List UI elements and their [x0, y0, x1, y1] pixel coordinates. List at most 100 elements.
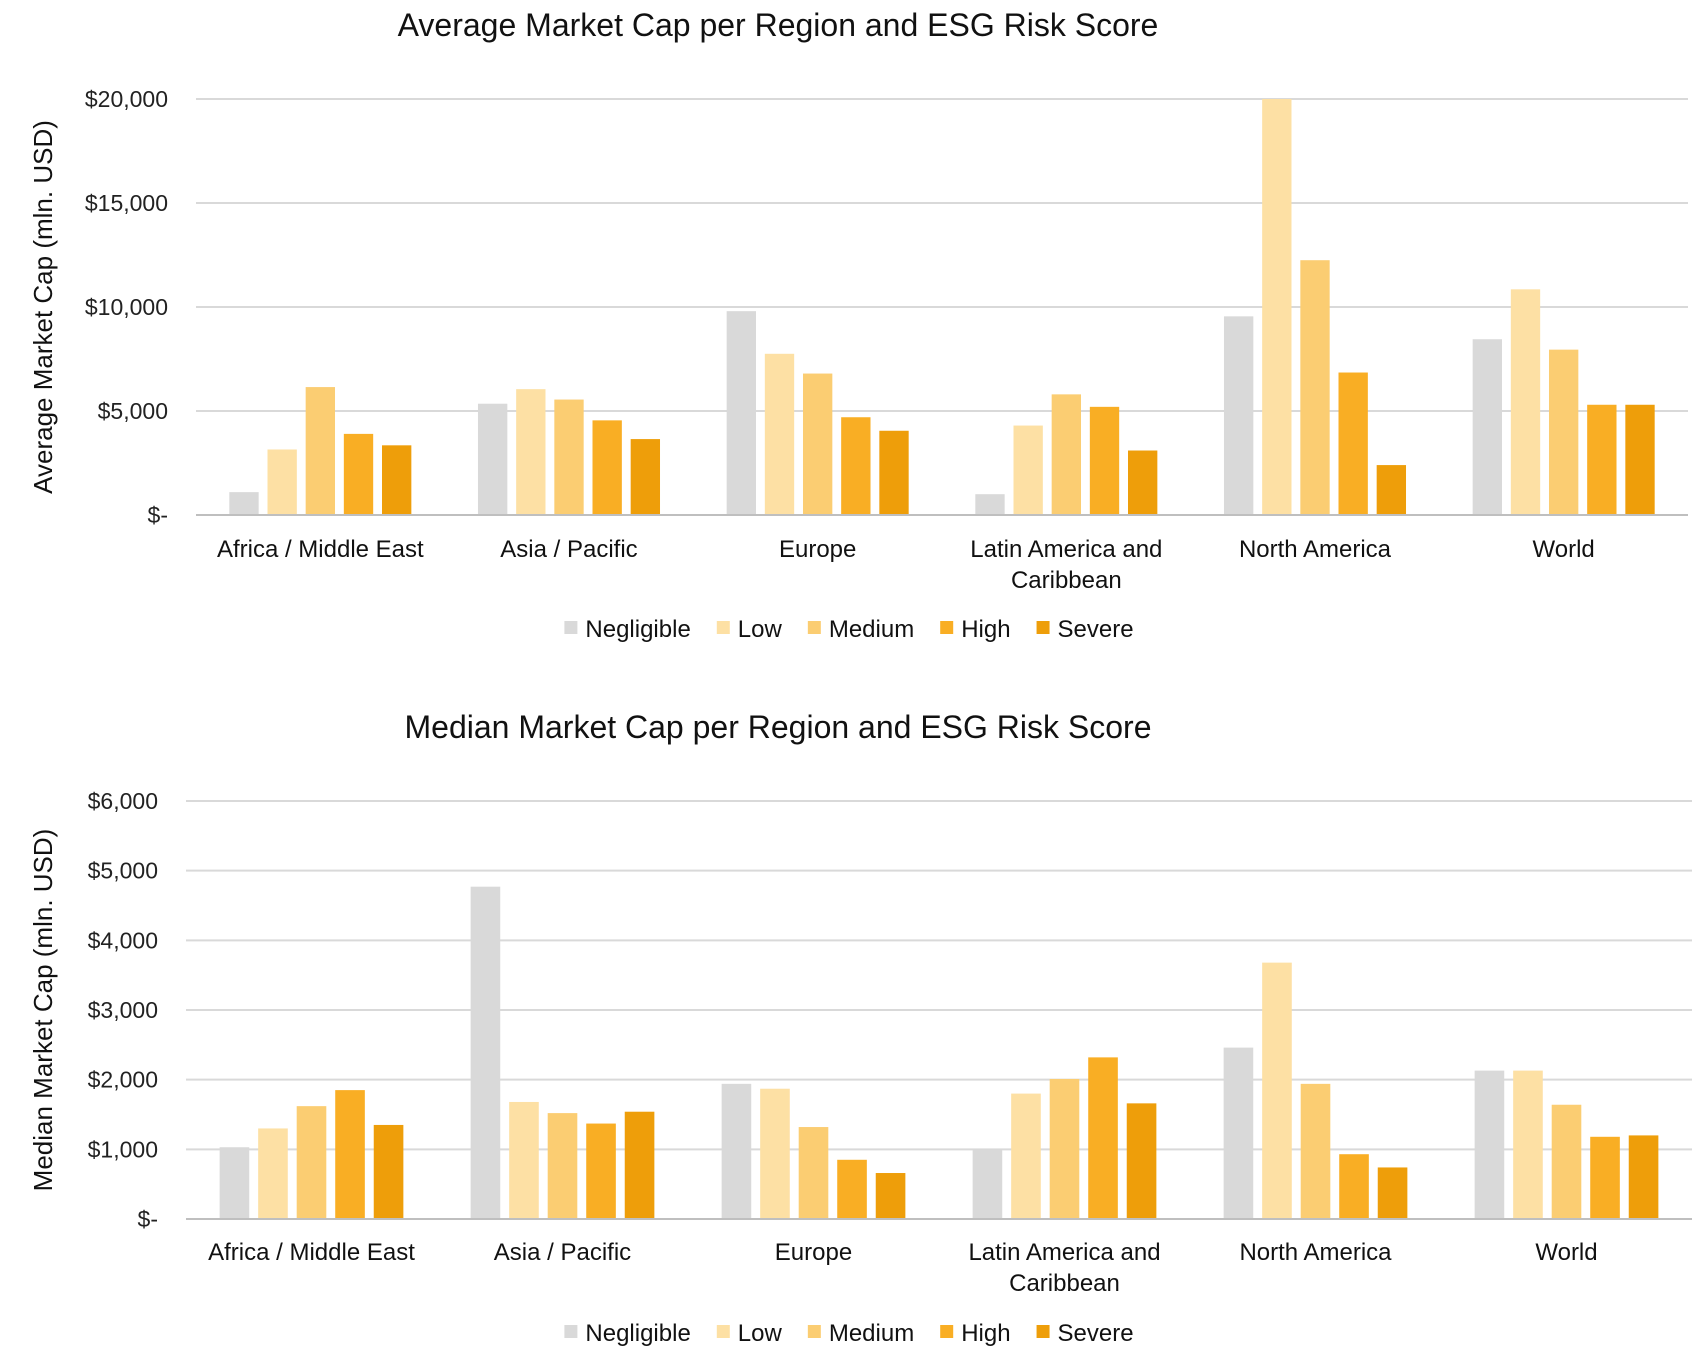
- bar-severe-4: [1128, 450, 1158, 515]
- bar-medium-5: [1300, 1083, 1331, 1219]
- bar-low-1: [267, 449, 297, 515]
- legend-swatch-severe: [1036, 621, 1050, 634]
- legend-swatch-medium: [807, 621, 821, 634]
- bar-severe-6: [1625, 404, 1655, 515]
- y-tick-label: $-: [138, 1206, 158, 1232]
- bar-high-1: [343, 433, 374, 515]
- legend-label-negligible: Negligible: [585, 616, 690, 643]
- bar-negligible-2: [477, 403, 508, 515]
- x-category-label: Europe: [779, 536, 856, 563]
- bar-severe-3: [879, 430, 909, 515]
- x-category-label: Asia / Pacific: [494, 1239, 631, 1266]
- y-tick-label: $5,000: [88, 858, 158, 884]
- bar-low-6: [1510, 289, 1541, 515]
- bar-high-5: [1339, 1154, 1369, 1219]
- bar-negligible-3: [721, 1083, 752, 1219]
- bar-negligible-2: [470, 886, 501, 1219]
- bar-medium-4: [1051, 394, 1082, 515]
- x-category-label: Africa / Middle East: [217, 536, 424, 563]
- y-tick-label: $2,000: [88, 1067, 158, 1093]
- legend: Negligible Low Medium High Severe: [564, 616, 1134, 643]
- legend-label-medium: Medium: [829, 1320, 914, 1347]
- y-axis-label: Average Market Cap (mln. USD): [28, 120, 58, 494]
- y-tick-label: $4,000: [88, 927, 158, 953]
- bar-medium-5: [1300, 260, 1330, 515]
- chart-title: Average Market Cap per Region and ESG Ri…: [398, 7, 1159, 43]
- bar-low-3: [760, 1088, 790, 1219]
- legend-swatch-severe: [1036, 1325, 1050, 1338]
- bar-severe-2: [630, 439, 661, 515]
- legend-label-high: High: [961, 616, 1010, 643]
- bar-medium-2: [547, 1113, 578, 1219]
- bar-high-3: [837, 1159, 867, 1219]
- bar-negligible-4: [975, 494, 1005, 515]
- bar-severe-5: [1377, 1167, 1408, 1219]
- bar-low-5: [1262, 962, 1292, 1219]
- bar-low-2: [509, 1101, 539, 1219]
- legend-swatch-negligible: [564, 1325, 578, 1338]
- bar-low-4: [1011, 1093, 1041, 1219]
- legend-swatch-high: [940, 1325, 954, 1338]
- bar-severe-6: [1628, 1135, 1659, 1219]
- bar-high-4: [1089, 406, 1120, 515]
- bar-medium-2: [554, 399, 584, 515]
- bar-medium-4: [1049, 1078, 1080, 1219]
- legend-label-low: Low: [738, 1320, 783, 1347]
- legend-swatch-low: [716, 621, 730, 634]
- bar-high-1: [335, 1090, 365, 1219]
- legend-label-low: Low: [738, 616, 783, 643]
- legend-label-severe: Severe: [1058, 616, 1134, 643]
- bar-negligible-6: [1474, 1070, 1505, 1219]
- bar-negligible-4: [972, 1149, 1003, 1219]
- bar-high-5: [1338, 372, 1368, 515]
- x-category-label: Asia / Pacific: [500, 536, 637, 563]
- x-category-label: Latin America and Caribbean: [968, 1239, 1160, 1297]
- bar-negligible-5: [1223, 1047, 1254, 1219]
- x-category-label: Europe: [775, 1239, 852, 1266]
- bar-low-1: [258, 1128, 288, 1219]
- x-category-label: Africa / Middle East: [208, 1239, 415, 1266]
- bar-medium-1: [296, 1106, 327, 1219]
- x-category-label: North America: [1239, 1239, 1392, 1266]
- bar-medium-3: [802, 373, 833, 515]
- bar-high-2: [592, 420, 622, 515]
- legend-label-negligible: Negligible: [585, 1320, 690, 1347]
- legend-swatch-negligible: [564, 621, 578, 634]
- legend-swatch-high: [940, 621, 954, 634]
- y-tick-label: $10,000: [85, 294, 168, 320]
- bar-low-3: [764, 353, 795, 515]
- y-tick-label: $6,000: [88, 788, 158, 814]
- bar-low-6: [1513, 1070, 1543, 1219]
- bar-high-4: [1088, 1057, 1118, 1219]
- bar-negligible-1: [219, 1147, 250, 1219]
- legend-swatch-low: [716, 1325, 730, 1338]
- bar-medium-6: [1551, 1104, 1582, 1219]
- bar-negligible-1: [229, 492, 259, 515]
- y-tick-label: $1,000: [88, 1136, 158, 1162]
- legend-label-high: High: [961, 1320, 1010, 1347]
- legend-label-severe: Severe: [1058, 1320, 1134, 1347]
- bar-medium-6: [1548, 349, 1579, 515]
- x-category-label: World: [1535, 1239, 1597, 1266]
- bar-negligible-3: [726, 311, 756, 515]
- y-tick-label: $5,000: [98, 398, 168, 424]
- bar-high-3: [841, 417, 871, 515]
- y-tick-label: $15,000: [85, 190, 168, 216]
- chart-title: Median Market Cap per Region and ESG Ris…: [404, 709, 1151, 745]
- legend-label-medium: Medium: [829, 616, 914, 643]
- bar-severe-1: [373, 1124, 404, 1219]
- chart-1: Average Market Cap per Region and ESG Ri…: [28, 7, 1688, 643]
- x-category-label: North America: [1239, 536, 1392, 563]
- bar-negligible-6: [1472, 339, 1502, 515]
- bar-high-6: [1587, 404, 1617, 515]
- bar-low-5: [1262, 99, 1292, 515]
- bar-severe-2: [624, 1111, 655, 1219]
- bar-severe-3: [875, 1173, 906, 1219]
- y-axis-label: Median Market Cap (mln. USD): [28, 829, 58, 1192]
- bar-low-2: [516, 389, 546, 515]
- bar-high-2: [586, 1123, 616, 1219]
- bar-negligible-5: [1223, 316, 1254, 515]
- y-tick-label: $20,000: [85, 86, 168, 112]
